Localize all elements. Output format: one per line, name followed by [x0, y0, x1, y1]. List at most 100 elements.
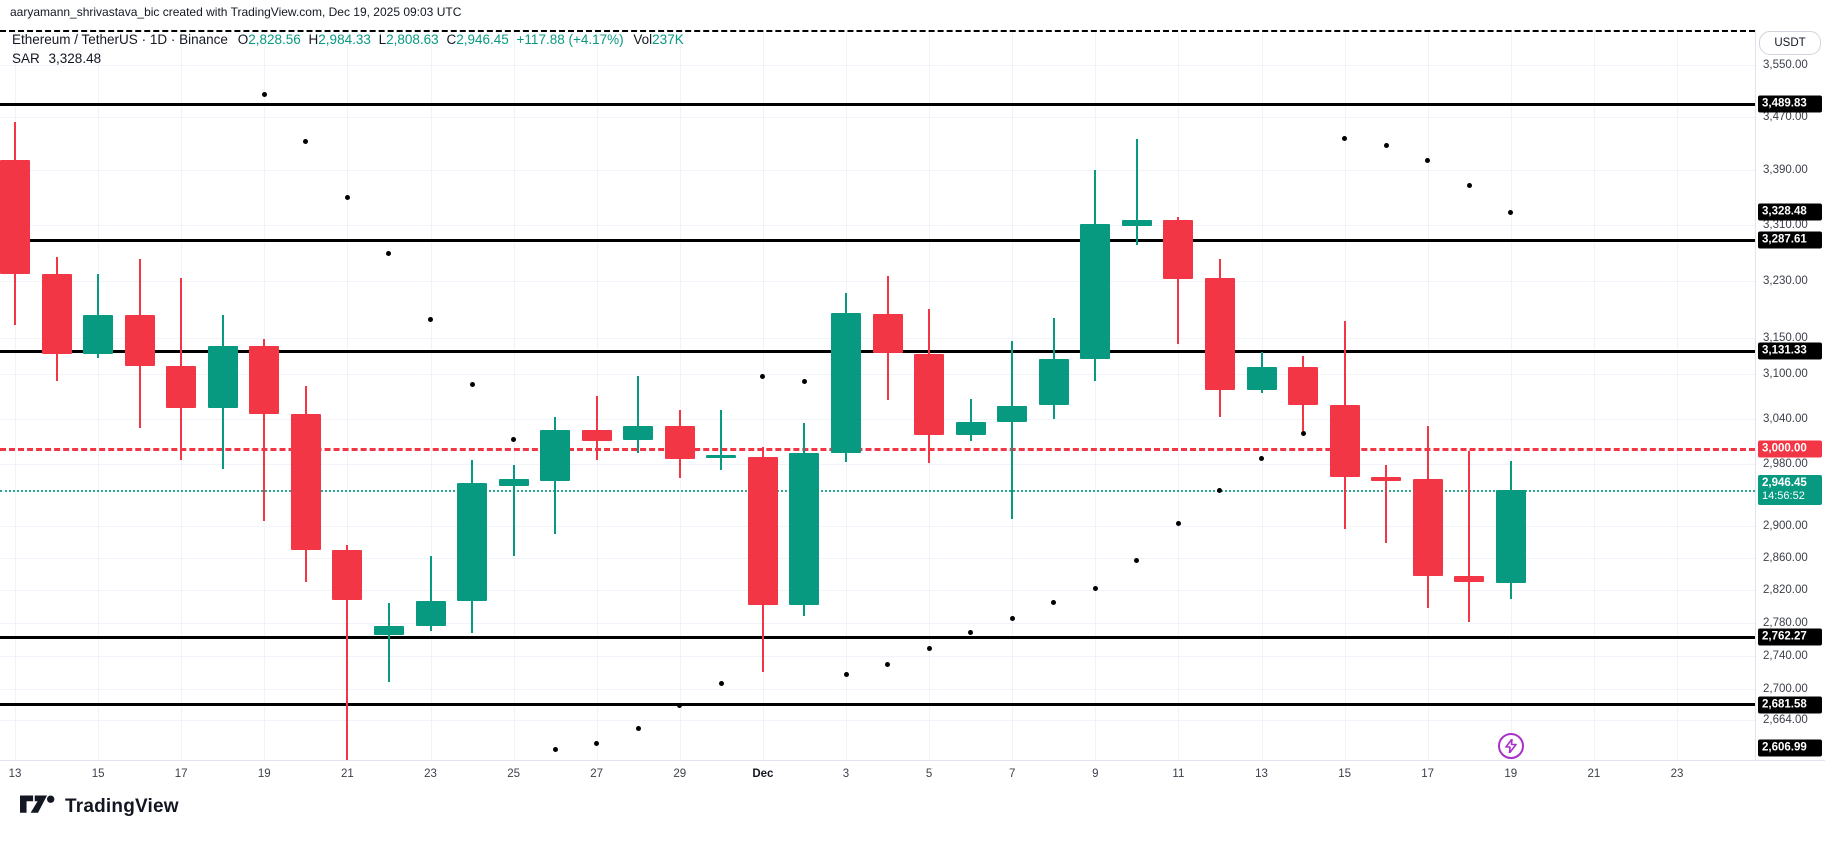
price-level-line[interactable]: [0, 30, 1755, 32]
price-tick-label: 3,100.00: [1763, 368, 1808, 381]
time-tick-label: 13: [8, 768, 22, 780]
horizontal-gridline: [0, 590, 1755, 592]
price-axis[interactable]: 3,550.00 3,470.00 3,390.00 3,310.00 3,230.00…: [1755, 30, 1825, 760]
candle-wick: [637, 376, 640, 453]
candle-up[interactable]: [1038, 358, 1069, 405]
sar-dot: [1175, 521, 1181, 527]
time-tick-label: 21: [1587, 768, 1601, 780]
candle-up[interactable]: [83, 314, 114, 354]
candle-down[interactable]: [664, 426, 695, 459]
price-tick-label: 3,470.00: [1763, 111, 1808, 124]
indicator-legend[interactable]: SAR 3,328.48: [12, 51, 101, 66]
price-tick-label: 2,700.00: [1763, 683, 1808, 696]
candle-up[interactable]: [623, 426, 654, 440]
price-tick-label: 3,230.00: [1763, 274, 1808, 287]
time-tick-label: 13: [1255, 768, 1268, 780]
candle-down[interactable]: [1412, 478, 1443, 576]
horizontal-gridline: [0, 557, 1755, 559]
candle-wick: [512, 465, 515, 556]
time-tick-label: 17: [1421, 768, 1435, 780]
candle-up[interactable]: [1246, 366, 1277, 390]
time-tick-label: 7: [1008, 768, 1016, 780]
open-label: O: [237, 32, 249, 47]
candle-down[interactable]: [124, 314, 155, 367]
candle-wick: [1385, 465, 1388, 543]
vertical-gridline: [98, 30, 100, 760]
vertical-gridline: [513, 30, 515, 760]
sar-dot: [760, 373, 766, 379]
volume-value: 237K: [652, 32, 684, 47]
sar-dot: [1092, 585, 1098, 591]
sar-value-chip: 3,328.48: [1758, 203, 1822, 221]
candle-down[interactable]: [1329, 404, 1360, 478]
candle-up[interactable]: [1080, 224, 1111, 359]
candle-up[interactable]: [706, 455, 737, 459]
sar-dot: [1134, 557, 1140, 563]
symbol-legend[interactable]: Ethereum / TetherUS · 1D · Binance O2,82…: [12, 32, 684, 47]
candle-down[interactable]: [41, 273, 72, 354]
tradingview-logo[interactable]: TradingView: [20, 795, 179, 819]
price-level-line[interactable]: [0, 635, 1755, 639]
price-level-line[interactable]: [0, 238, 1755, 242]
time-tick-label: 19: [257, 768, 271, 780]
candle-up[interactable]: [1121, 219, 1152, 227]
candle-down[interactable]: [872, 313, 903, 353]
horizontal-gridline: [0, 65, 1755, 67]
candle-up[interactable]: [207, 346, 238, 409]
candle-down[interactable]: [1163, 219, 1194, 280]
candle-up[interactable]: [789, 452, 820, 605]
price-level-line[interactable]: [0, 102, 1755, 106]
candle-up[interactable]: [955, 421, 986, 435]
price-level-line[interactable]: [0, 703, 1755, 707]
candle-up[interactable]: [415, 600, 446, 626]
legend-separator-1: ·: [141, 32, 147, 47]
indicator-name[interactable]: SAR: [12, 51, 40, 66]
alert-price-line[interactable]: [0, 447, 1755, 451]
low-value: 2,808.63: [386, 32, 439, 47]
candle-up[interactable]: [457, 483, 488, 601]
lightning-icon: [1504, 738, 1517, 753]
price-tick-label: 3,150.00: [1763, 331, 1808, 344]
level-price-chip: 2,681.58: [1758, 696, 1822, 714]
attribution-text: aaryamann_shrivastava_bic created with T…: [10, 5, 462, 19]
candle-down[interactable]: [1204, 277, 1235, 390]
time-tick-label: 11: [1172, 768, 1185, 780]
alert-price-chip: 3,000.00: [1758, 440, 1822, 458]
time-axis[interactable]: 13 15 17 19 21 23 25 27 29 Dec 3 5 7 9 11 13 15 17 19 21 23: [0, 760, 1825, 791]
candle-down[interactable]: [290, 413, 321, 550]
price-tick-label: 3,310.00: [1763, 218, 1808, 231]
currency-toggle-button[interactable]: USDT: [1759, 31, 1821, 55]
candle-down[interactable]: [332, 550, 363, 600]
horizontal-gridline: [0, 374, 1755, 376]
candle-up[interactable]: [831, 312, 861, 453]
price-tick-label: 2,664.00: [1763, 713, 1808, 726]
vertical-gridline: [762, 30, 764, 760]
candle-wick: [595, 396, 598, 461]
sar-dot: [968, 630, 974, 635]
time-tick-label: Dec: [752, 768, 774, 780]
high-label: H: [308, 32, 319, 47]
chart-plot-area[interactable]: [0, 30, 1755, 760]
candle-down[interactable]: [0, 159, 30, 274]
symbol-name[interactable]: Ethereum / TetherUS: [12, 32, 138, 47]
candle-down[interactable]: [1454, 575, 1485, 582]
candle-down[interactable]: [914, 353, 945, 435]
candle-down[interactable]: [1288, 366, 1319, 405]
sar-dot: [1383, 143, 1389, 149]
event-lightning-marker[interactable]: [1497, 732, 1524, 759]
candle-down[interactable]: [1371, 476, 1402, 482]
candle-up[interactable]: [373, 625, 404, 635]
candle-up[interactable]: [1495, 490, 1526, 584]
candle-up[interactable]: [540, 430, 571, 482]
close-label: C: [446, 32, 457, 47]
candle-up[interactable]: [498, 478, 529, 486]
exchange-label[interactable]: Binance: [179, 32, 228, 47]
candle-down[interactable]: [249, 346, 280, 414]
candle-down[interactable]: [747, 456, 778, 605]
candle-down[interactable]: [581, 430, 612, 442]
candle-down[interactable]: [166, 366, 197, 409]
interval-label[interactable]: 1D: [149, 32, 168, 47]
vertical-gridline: [1510, 30, 1512, 760]
sar-dot: [261, 91, 267, 97]
candle-up[interactable]: [997, 406, 1028, 422]
